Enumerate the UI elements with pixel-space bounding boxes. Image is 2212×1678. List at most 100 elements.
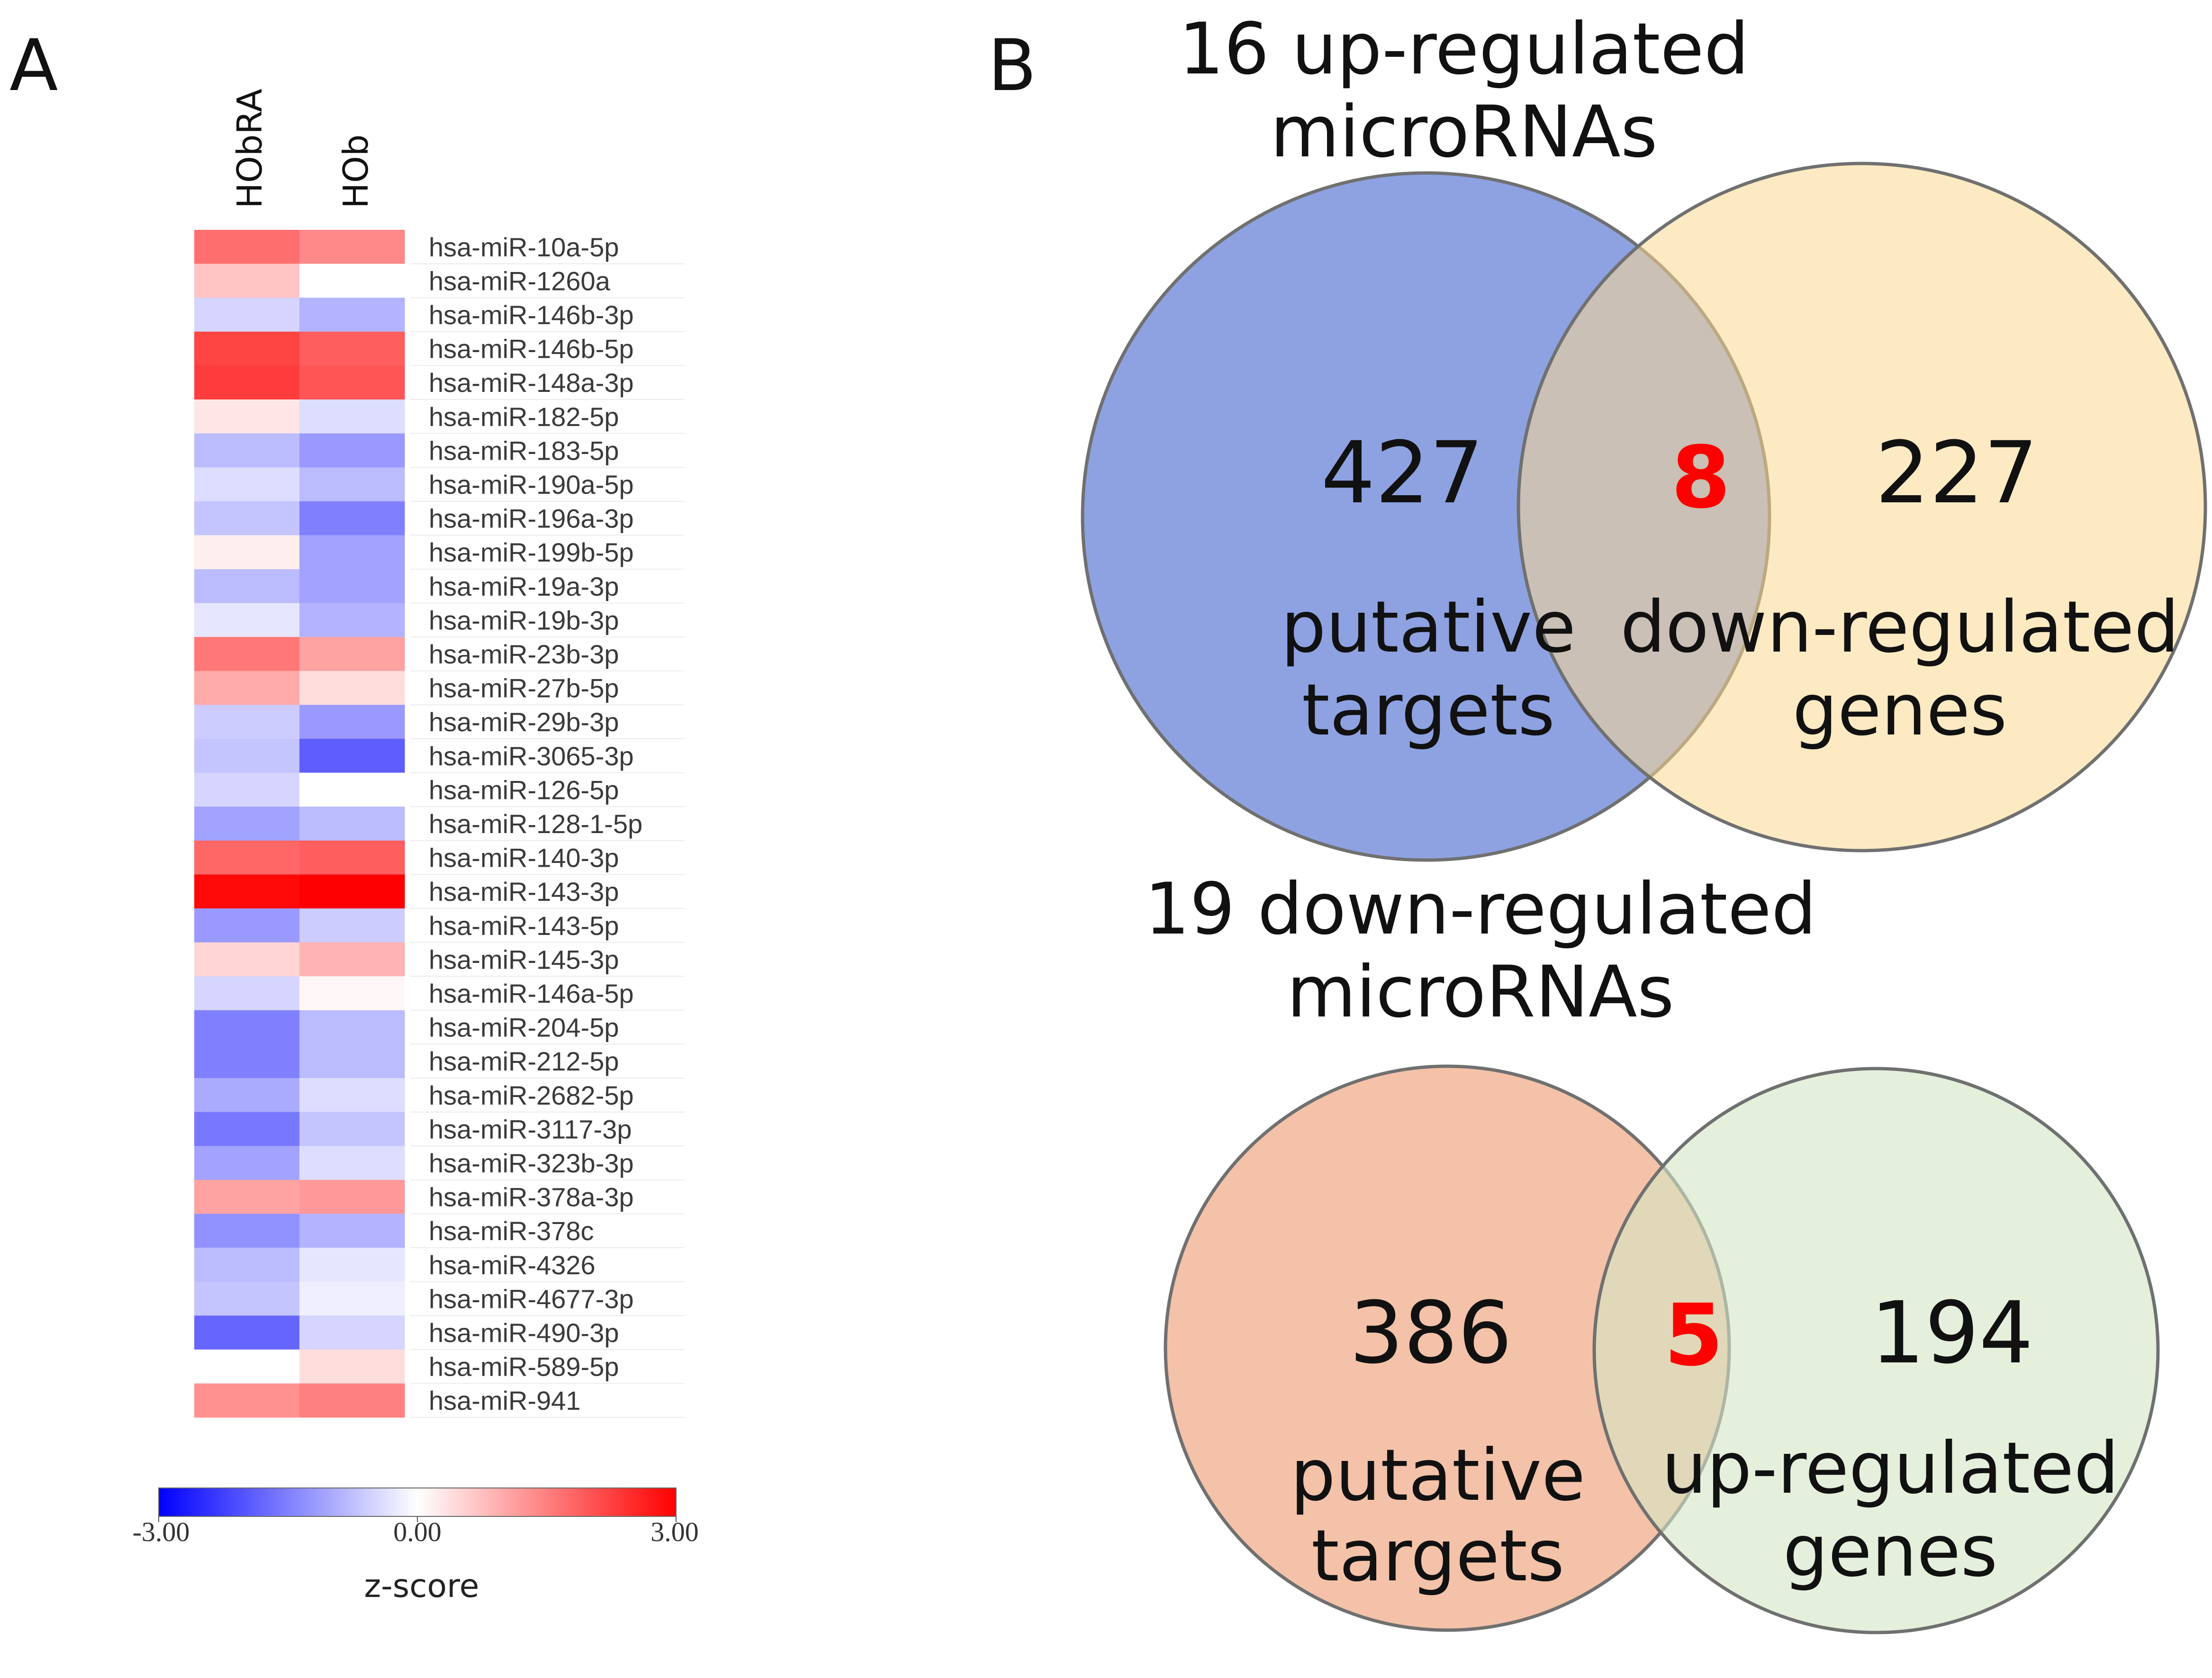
colorbar-gradient [158,1488,677,1517]
heatmap-row-label: hsa-miR-146b-3p [429,300,634,330]
venn-count: 194 [1870,1284,2033,1383]
heatmap-cell [194,399,300,434]
heatmap-cell [299,1349,405,1384]
heatmap-cell [194,840,300,875]
heatmap-row-label: hsa-miR-148a-3p [429,368,634,398]
heatmap-row-label: hsa-miR-212-5p [429,1046,619,1076]
heatmap-row-label: hsa-miR-199b-5p [429,537,634,567]
heatmap-row-label: hsa-miR-29b-3p [429,707,619,737]
heatmap-cell [299,874,405,909]
heatmap-cells [194,230,405,1418]
heatmap-cell [194,433,300,468]
heatmap-row-label: hsa-miR-4326 [429,1250,596,1280]
heatmap-cell [194,1112,300,1146]
panel-b-label: B [988,25,1037,107]
heatmap-row-label: hsa-miR-182-5p [429,402,619,432]
panel-a-label: A [9,25,58,107]
heatmap-cell [299,671,405,705]
heatmap-row-label: hsa-miR-1260a [429,266,611,296]
heatmap-cell [299,840,405,875]
heatmap-cell [194,1349,300,1384]
venn-title: 19 down-regulated [1145,868,1816,951]
heatmap-cell [299,976,405,1011]
heatmap-row-label: hsa-miR-19a-3p [429,571,619,601]
heatmap-cell [194,705,300,739]
heatmap-cell [299,1214,405,1248]
heatmap-row-label: hsa-miR-143-5p [429,911,619,941]
heatmap-row-label: hsa-miR-128-1-5p [429,809,642,839]
heatmap-cell [194,1214,300,1248]
heatmap-row-label: hsa-miR-145-3p [429,944,619,974]
heatmap: HObRA HOb hsa-miR-10a-5phsa-miR-1260ahsa… [194,89,685,1418]
venn-count: 386 [1349,1284,1512,1383]
heatmap-cell [194,1044,300,1079]
heatmap-cell [299,807,405,841]
heatmap-column-label: HObRA [230,89,270,209]
heatmap-row-label: hsa-miR-23b-3p [429,639,619,669]
venn-set-label: targets [1302,669,1555,752]
heatmap-row-label: hsa-miR-204-5p [429,1013,619,1043]
venn-title: microRNAs [1287,951,1674,1034]
heatmap-cell [194,908,300,943]
heatmap-cell [299,433,405,468]
venn-set-label: putative [1291,1434,1586,1517]
heatmap-cell [194,230,300,264]
venn-title: 16 up-regulated [1179,8,1749,91]
heatmap-cell [299,908,405,943]
heatmap-cell [194,365,300,400]
heatmap-cell [299,365,405,400]
heatmap-cell [299,942,405,977]
heatmap-cell [194,739,300,773]
heatmap-cell [194,298,300,332]
venn-title: microRNAs [1270,91,1658,173]
heatmap-cell [299,1078,405,1113]
heatmap-cell [194,942,300,977]
heatmap-row-label: hsa-miR-4677-3p [429,1284,634,1314]
heatmap-cell [194,467,300,502]
heatmap-cell [299,399,405,434]
heatmap-cell [194,331,300,366]
heatmap-cell [194,1281,300,1316]
heatmap-cell [194,263,300,298]
heatmap-cell [194,874,300,909]
heatmap-cell [194,1146,300,1180]
venn-set-label: putative [1281,586,1576,669]
heatmap-cell [299,603,405,637]
heatmap-cell [194,637,300,671]
heatmap-row-label: hsa-miR-140-3p [429,843,619,873]
venn-down-regulated: 19 down-regulated microRNAs 386 5 194 pu… [1145,868,2160,1634]
heatmap-cell [299,331,405,366]
venn-count: 227 [1875,424,2038,523]
heatmap-cell [299,535,405,570]
heatmap-cell [299,1179,405,1214]
heatmap-row-label: hsa-miR-126-5p [429,775,619,805]
heatmap-cell [194,1078,300,1113]
heatmap-cell [194,501,300,535]
heatmap-cell [194,1179,300,1214]
heatmap-cell [299,1044,405,1079]
venn-circle-up-regulated-genes [1592,1067,2160,1634]
heatmap-cell [299,637,405,671]
heatmap-row-label: hsa-miR-3065-3p [429,741,634,771]
heatmap-row-label: hsa-miR-323b-3p [429,1148,634,1178]
heatmap-row-label: hsa-miR-3117-3p [429,1114,632,1144]
heatmap-cell [194,671,300,705]
heatmap-cell [299,501,405,535]
colorbar: -3.00 0.00 3.00 z-score [133,1488,699,1605]
heatmap-row-label: hsa-miR-19b-3p [429,605,619,635]
heatmap-row-label: hsa-miR-378c [429,1216,594,1246]
heatmap-cell [194,1315,300,1350]
heatmap-row-labels: hsa-miR-10a-5p hsa-miR-1260a hsa-miR-146b-… [410,232,685,1418]
heatmap-row-label: hsa-miR-146b-5p [429,334,634,364]
heatmap-cell [194,807,300,841]
heatmap-row-label: hsa-miR-146a-5p [429,979,634,1008]
heatmap-cell [299,467,405,502]
heatmap-cell [194,535,300,570]
venn-overlap-count: 8 [1671,428,1730,527]
heatmap-column-label: HOb [336,134,376,209]
colorbar-tick-label: 3.00 [650,1516,699,1547]
heatmap-row-label: hsa-miR-183-5p [429,435,619,465]
venn-overlap-count: 5 [1664,1286,1723,1385]
colorbar-tick-label: 0.00 [393,1516,442,1547]
